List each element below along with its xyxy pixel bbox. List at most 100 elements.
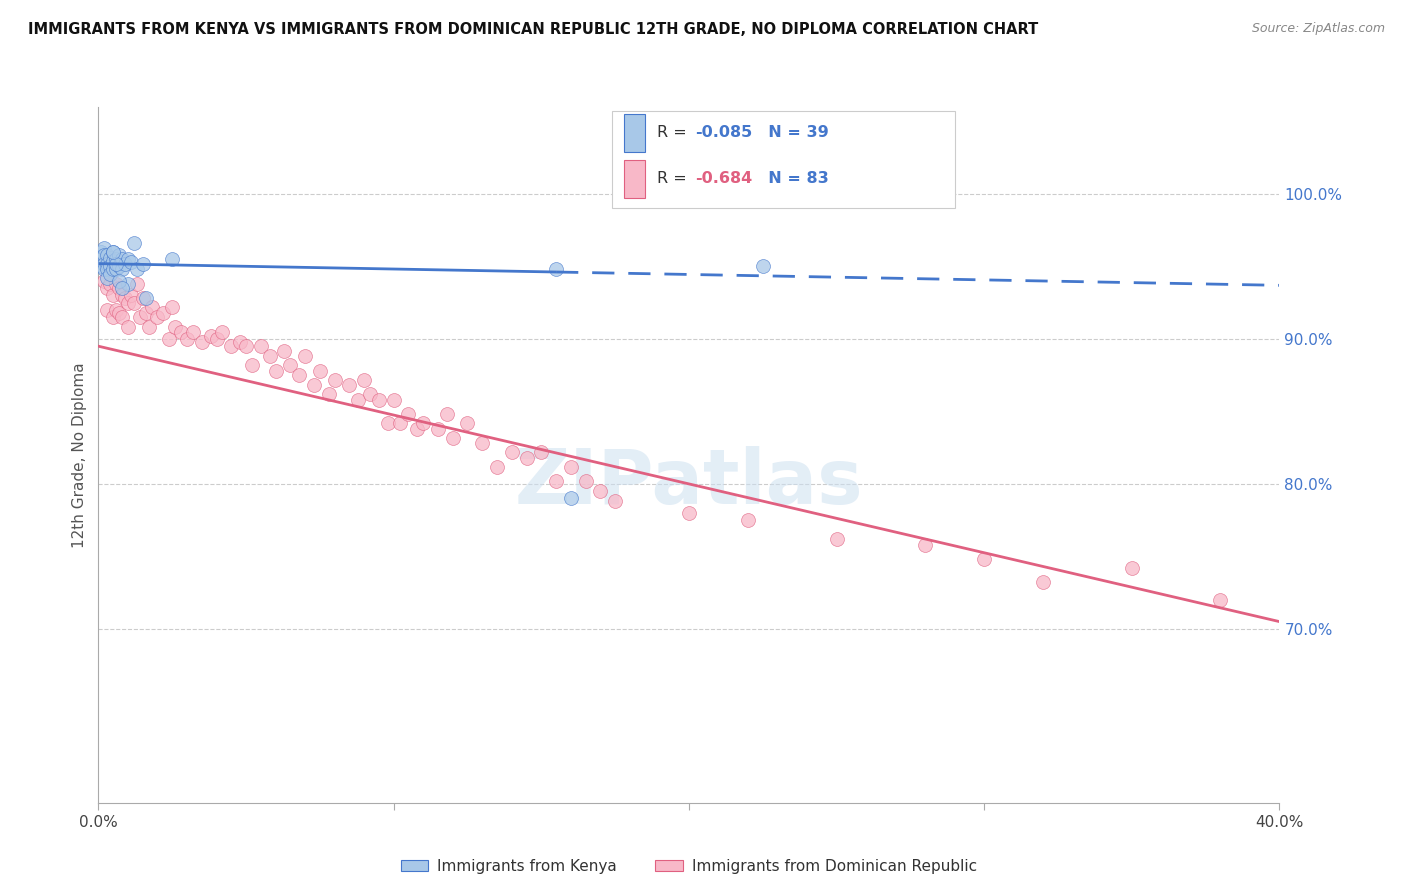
Point bbox=[436, 407, 458, 422]
Point bbox=[111, 288, 134, 302]
Point bbox=[108, 281, 131, 295]
Point bbox=[388, 416, 411, 430]
Point bbox=[211, 325, 233, 339]
Point bbox=[98, 277, 121, 291]
Point bbox=[122, 295, 145, 310]
Text: IMMIGRANTS FROM KENYA VS IMMIGRANTS FROM DOMINICAN REPUBLIC 12TH GRADE, NO DIPLO: IMMIGRANTS FROM KENYA VS IMMIGRANTS FROM… bbox=[28, 22, 1039, 37]
Point bbox=[111, 281, 134, 295]
Point bbox=[122, 236, 145, 251]
Point bbox=[90, 260, 112, 274]
Point bbox=[117, 252, 139, 267]
Point bbox=[128, 310, 150, 325]
Point bbox=[120, 288, 142, 302]
Point bbox=[108, 274, 131, 288]
Point bbox=[264, 364, 287, 378]
Point bbox=[135, 291, 157, 305]
Point bbox=[678, 506, 700, 520]
Point bbox=[347, 392, 370, 407]
Point bbox=[339, 378, 360, 392]
Point bbox=[294, 350, 316, 364]
Point bbox=[1209, 592, 1232, 607]
Point bbox=[90, 244, 112, 259]
Point bbox=[219, 339, 242, 353]
Point bbox=[309, 364, 332, 378]
Text: R =: R = bbox=[657, 125, 692, 140]
Legend: Immigrants from Kenya, Immigrants from Dominican Republic: Immigrants from Kenya, Immigrants from D… bbox=[395, 853, 983, 880]
Point bbox=[382, 392, 405, 407]
Point bbox=[302, 378, 325, 392]
Point bbox=[515, 450, 537, 465]
Point bbox=[205, 332, 228, 346]
Point bbox=[138, 320, 160, 334]
Text: N = 83: N = 83 bbox=[758, 171, 830, 186]
Point bbox=[359, 387, 381, 401]
Point bbox=[90, 252, 112, 267]
Point bbox=[353, 373, 375, 387]
Point bbox=[278, 358, 302, 372]
Point bbox=[162, 300, 183, 314]
Point bbox=[117, 320, 139, 334]
Point bbox=[318, 387, 340, 401]
Point bbox=[273, 343, 295, 358]
Text: ZIPatlas: ZIPatlas bbox=[515, 446, 863, 520]
Point bbox=[441, 431, 464, 445]
Point bbox=[1121, 561, 1143, 575]
Point bbox=[259, 350, 281, 364]
Point bbox=[546, 262, 568, 277]
Text: Source: ZipAtlas.com: Source: ZipAtlas.com bbox=[1251, 22, 1385, 36]
Text: R =: R = bbox=[657, 171, 692, 186]
Point bbox=[560, 459, 582, 474]
Point bbox=[125, 277, 148, 291]
Point bbox=[132, 257, 155, 271]
Point bbox=[181, 325, 204, 339]
Point bbox=[103, 288, 125, 302]
Point bbox=[456, 416, 478, 430]
Point bbox=[108, 306, 131, 320]
Point bbox=[235, 339, 257, 353]
Point bbox=[546, 474, 568, 488]
Point bbox=[93, 248, 115, 262]
Point bbox=[93, 241, 115, 255]
Point bbox=[914, 538, 936, 552]
Point bbox=[560, 491, 582, 506]
Point bbox=[162, 252, 183, 267]
Point bbox=[165, 320, 187, 334]
Point bbox=[98, 260, 121, 274]
Point bbox=[111, 252, 134, 267]
Point bbox=[98, 267, 121, 281]
Point bbox=[125, 262, 148, 277]
Point bbox=[141, 300, 163, 314]
Point bbox=[117, 277, 139, 291]
Point bbox=[191, 334, 214, 349]
Point bbox=[93, 262, 115, 277]
Y-axis label: 12th Grade, No Diploma: 12th Grade, No Diploma bbox=[72, 362, 87, 548]
Point bbox=[103, 244, 125, 259]
Point bbox=[114, 257, 136, 271]
Point bbox=[111, 310, 134, 325]
Point bbox=[288, 368, 311, 383]
Point bbox=[96, 257, 118, 271]
Point bbox=[427, 422, 450, 436]
Point bbox=[471, 436, 494, 450]
Point bbox=[751, 260, 773, 274]
FancyBboxPatch shape bbox=[624, 160, 645, 198]
Point bbox=[96, 248, 118, 262]
Point bbox=[93, 257, 115, 271]
Point bbox=[574, 474, 596, 488]
Point bbox=[132, 291, 155, 305]
Point bbox=[605, 494, 627, 508]
Point bbox=[98, 251, 121, 265]
FancyBboxPatch shape bbox=[624, 113, 645, 152]
Point bbox=[105, 257, 128, 271]
Point bbox=[396, 407, 419, 422]
Point bbox=[105, 262, 128, 277]
Point bbox=[152, 306, 174, 320]
Point bbox=[176, 332, 198, 346]
Text: N = 39: N = 39 bbox=[758, 125, 830, 140]
Point bbox=[377, 416, 399, 430]
Point bbox=[96, 271, 118, 285]
Point bbox=[105, 303, 128, 318]
Point bbox=[1032, 575, 1054, 590]
Point bbox=[103, 253, 125, 268]
Point bbox=[96, 262, 118, 277]
